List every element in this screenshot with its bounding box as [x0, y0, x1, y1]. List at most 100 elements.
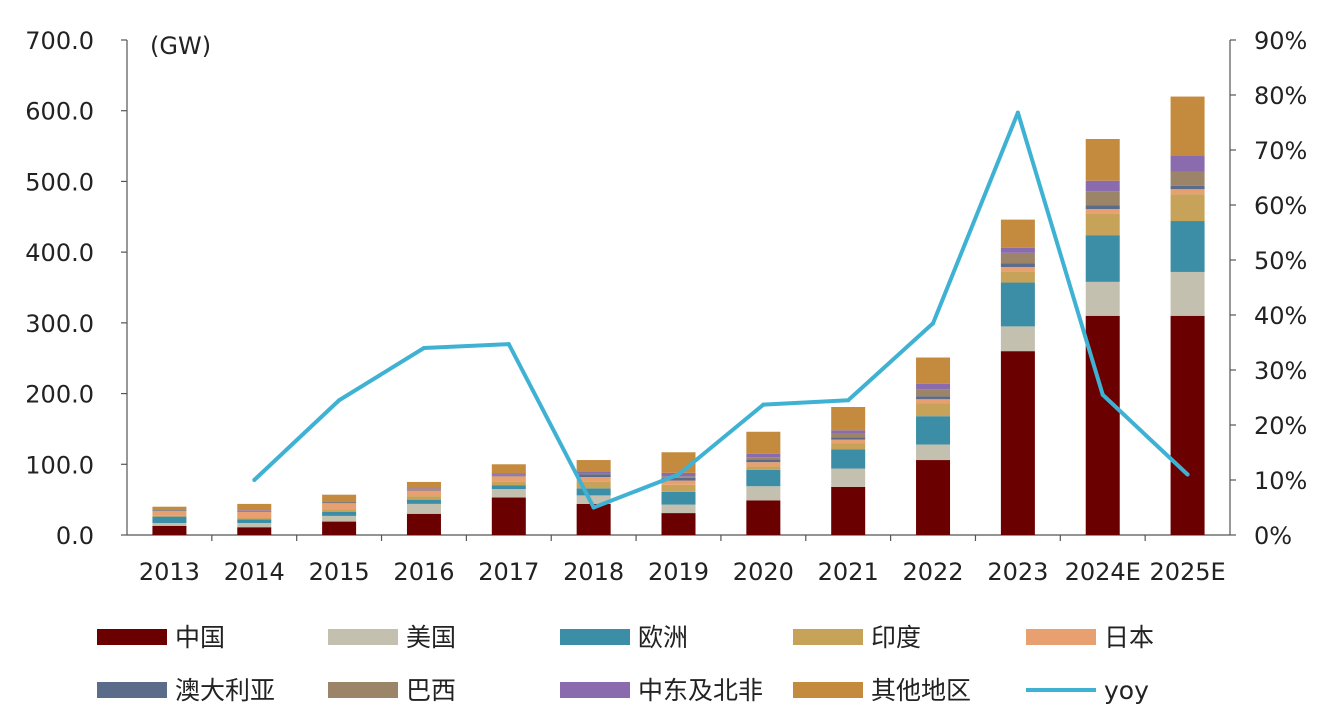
bar-segment	[237, 503, 272, 511]
bar-segment	[576, 495, 611, 504]
x-tick-label: 2016	[393, 558, 454, 586]
x-tick-label: 2023	[987, 558, 1048, 586]
bar-segment	[237, 522, 272, 528]
x-tick-label: 2025E	[1149, 558, 1225, 586]
bar-segment	[661, 513, 696, 535]
bar-segment	[406, 499, 441, 504]
bar-segment	[406, 503, 441, 514]
bar-segment	[576, 460, 611, 472]
y-tick-label: 300.0	[25, 310, 94, 338]
bar-segment	[576, 474, 611, 478]
bar-segment	[1085, 235, 1120, 282]
bar-segment	[152, 522, 187, 526]
legend-swatch	[793, 682, 863, 698]
bar-segment	[322, 511, 357, 516]
y2-tick-label: 70%	[1254, 137, 1307, 165]
bar-segment	[491, 464, 526, 474]
bar-segment	[1170, 271, 1205, 316]
yoy-point	[1015, 110, 1020, 115]
bar-segment	[1000, 351, 1035, 535]
yoy-point	[337, 398, 342, 403]
bar-segment	[1000, 263, 1035, 267]
y-tick-label: 0.0	[56, 522, 94, 550]
legend-swatch	[97, 682, 167, 698]
legend-swatch	[1026, 629, 1096, 645]
y2-tick-label: 60%	[1254, 192, 1307, 220]
y2-tick-label: 40%	[1254, 302, 1307, 330]
y2-tick-label: 30%	[1254, 357, 1307, 385]
legend-label: yoy	[1104, 676, 1149, 705]
bar-segment	[406, 481, 441, 489]
x-tick-label: 2022	[902, 558, 963, 586]
bar-segment	[1000, 247, 1035, 253]
bar-segment	[746, 453, 781, 458]
legend-label: 印度	[871, 623, 921, 652]
x-tick-label: 2017	[478, 558, 539, 586]
bar-segment	[1000, 326, 1035, 352]
bar-segment	[322, 503, 357, 510]
yoy-point	[846, 398, 851, 403]
y-tick-label: 100.0	[25, 451, 94, 479]
bar-segment	[491, 489, 526, 498]
bar-segment	[661, 484, 696, 492]
legend-swatch	[328, 629, 398, 645]
yoy-point	[931, 321, 936, 326]
bar-segment	[1085, 180, 1120, 192]
bar-segment	[1170, 189, 1205, 195]
y-tick-label: 400.0	[25, 239, 94, 267]
yoy-line	[252, 110, 1189, 510]
bar-segment	[1085, 205, 1120, 210]
bar-segment	[1000, 271, 1035, 283]
bar-segment	[237, 511, 272, 519]
bar-segment	[1000, 219, 1035, 248]
bar-segment	[661, 480, 696, 485]
yoy-point	[591, 505, 596, 510]
bar-segment	[152, 515, 187, 517]
bar-segment	[831, 468, 866, 487]
bar-segment	[916, 399, 951, 404]
bar-segment	[491, 497, 526, 535]
legend-label: 中国	[175, 623, 225, 652]
legend-swatch	[560, 629, 630, 645]
bar-segment	[661, 476, 696, 478]
bar-segment	[1170, 96, 1205, 156]
bar-segment	[491, 475, 526, 477]
legend-label: 澳大利亚	[175, 676, 275, 705]
y2-tick-label: 50%	[1254, 247, 1307, 275]
legend-label: 欧洲	[638, 623, 688, 652]
bar-segment	[576, 488, 611, 496]
x-tick-label: 2013	[139, 558, 200, 586]
bar-segment	[916, 357, 951, 384]
bar-segment	[746, 466, 781, 470]
yoy-point	[252, 478, 257, 482]
yoy-point	[421, 346, 426, 350]
y-tick-label: 200.0	[25, 381, 94, 409]
yoy-point	[761, 402, 766, 407]
bar-segment	[746, 457, 781, 460]
bar-segment	[322, 501, 357, 502]
bar-segment	[746, 469, 781, 487]
bar-segment	[1085, 209, 1120, 214]
bar-segment	[152, 510, 187, 511]
bar-segment	[1170, 315, 1205, 535]
bar-segment	[237, 518, 272, 520]
bar-segment	[1170, 171, 1205, 186]
bar-segment	[661, 504, 696, 514]
bar-segment	[916, 444, 951, 461]
bar-segment	[322, 515, 357, 522]
x-tick-label: 2024E	[1065, 558, 1141, 586]
yoy-point	[1100, 392, 1105, 397]
bar-segment	[406, 490, 441, 497]
y2-tick-label: 20%	[1254, 412, 1307, 440]
bar-segment	[1170, 185, 1205, 190]
bar-segment	[237, 519, 272, 523]
bar-segment	[916, 389, 951, 397]
bar-segment	[491, 485, 526, 490]
bar-segment	[322, 502, 357, 504]
y2-tick-label: 90%	[1254, 27, 1307, 55]
y2-tick-label: 10%	[1254, 467, 1307, 495]
bar-segment	[237, 510, 272, 511]
legend-label: 日本	[1104, 623, 1154, 652]
bar-segment	[1170, 194, 1205, 222]
